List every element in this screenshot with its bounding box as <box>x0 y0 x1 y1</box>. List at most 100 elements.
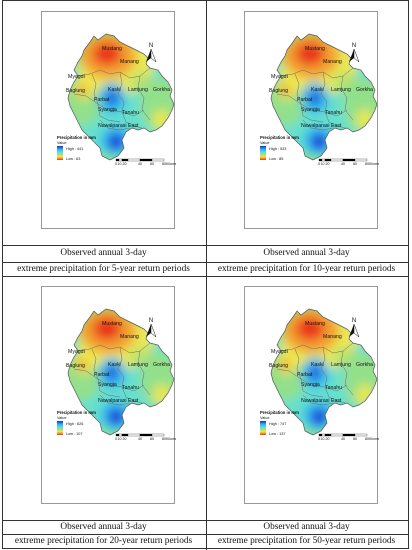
map-panel-5-year: Mustang Manang Myagdi Baglung Kaski Lamjung Go… <box>3 1 204 244</box>
scale-tick-label: 0 <box>115 162 117 166</box>
district-boundary <box>324 111 346 129</box>
district-label: Baglung <box>66 363 85 369</box>
scale-tick-label: 40 <box>138 162 142 166</box>
north-label: N <box>149 43 153 49</box>
scale-unit-label: Kilometers <box>166 162 176 166</box>
north-label: N <box>352 43 356 49</box>
map-frame: Mustang Manang Myagdi Baglung Kaski Lamjung Go… <box>41 286 176 504</box>
map-frame: Mustang Manang Myagdi Baglung Kaski Lamjung Go… <box>244 286 379 504</box>
district-label: Nawalparasi East <box>301 123 342 129</box>
district-label: Kaski <box>311 362 324 368</box>
district-boundary <box>280 342 354 354</box>
scale-tick-label: 80 <box>162 437 166 441</box>
scale-tick-label: 10 20 <box>118 437 127 441</box>
district-label: Nawalparasi East <box>98 123 139 129</box>
scale-tick-label: 10 20 <box>321 162 330 166</box>
district-label: Tanahu <box>122 385 139 391</box>
caption-line1: Observed annual 3-day <box>60 248 147 258</box>
legend-low-value: Low : 63 <box>66 157 80 161</box>
scale-bar: 010 20 40 60 80Kilometers <box>318 158 379 166</box>
district-label: Tanahu <box>325 385 342 391</box>
scale-tick-label: 80 <box>365 437 369 441</box>
scale-tick-label: 10 20 <box>118 162 127 166</box>
precipitation-surface <box>68 309 174 435</box>
legend-subtitle: Value <box>57 416 66 420</box>
scale-tick-label: 40 <box>341 162 345 166</box>
scale-tick-label: 0 <box>318 437 320 441</box>
district-boundary <box>121 386 143 404</box>
north-label: N <box>149 318 153 324</box>
region-outline <box>270 308 378 436</box>
district-label: Gorkha <box>153 87 170 93</box>
district-boundary <box>137 350 151 396</box>
district-boundary <box>117 71 125 113</box>
legend-high-value: High : 533 <box>269 147 286 151</box>
district-boundary <box>294 348 302 380</box>
table-column-divider <box>206 1 207 550</box>
district-boundary <box>302 119 334 131</box>
legend-color-ramp <box>57 421 63 435</box>
district-label: Manang <box>120 334 139 340</box>
district-boundary <box>117 346 125 388</box>
district-boundary <box>97 378 121 398</box>
district-label: Lamjung <box>331 87 351 93</box>
district-label: Mustang <box>305 46 325 52</box>
legend-high-value: High : 747 <box>269 422 286 426</box>
district-label: Gorkha <box>356 87 373 93</box>
legend-color-ramp <box>57 146 63 160</box>
map-frame: Mustang Manang Myagdi Baglung Kaski Lamjung Go… <box>244 11 379 229</box>
north-arrow-icon: N <box>349 318 360 338</box>
caption-line2: extreme precipitation for 10-year return… <box>217 264 396 274</box>
region-outline <box>67 33 175 161</box>
district-label: Kaski <box>108 362 121 368</box>
scale-tick-label: 60 <box>353 437 357 441</box>
north-arrow-icon: N <box>146 43 157 63</box>
district-boundary <box>99 394 131 406</box>
caption-line1: Observed annual 3-day <box>263 248 350 258</box>
district-boundary <box>340 350 354 396</box>
district-label: Myagdi <box>68 349 85 355</box>
district-boundary <box>121 111 143 129</box>
district-boundary <box>300 103 324 123</box>
scale-tick-label: 0 <box>115 437 117 441</box>
district-label: Manang <box>323 334 342 340</box>
district-label: Myagdi <box>271 349 288 355</box>
scale-tick-label: 40 <box>341 437 345 441</box>
caption-line2: extreme precipitation for 5-year return … <box>17 264 190 274</box>
scale-bar: 010 20 40 60 80Kilometers <box>115 433 176 441</box>
district-boundary <box>91 348 99 380</box>
district-label: Parbat <box>94 97 110 103</box>
scale-unit-label: Kilometers <box>166 437 176 441</box>
district-boundary <box>280 67 354 79</box>
north-label: N <box>352 318 356 324</box>
district-label: Baglung <box>66 88 85 94</box>
scale-tick-label: 60 <box>150 162 154 166</box>
district-label: Syangja <box>98 382 117 388</box>
caption-line2: extreme precipitation for 20-year return… <box>14 536 193 546</box>
map-panel-10-year: Mustang Manang Myagdi Baglung Kaski Lamjung Go… <box>206 1 407 244</box>
map-panel-20-year: Mustang Manang Myagdi Baglung Kaski Lamjung Go… <box>3 276 204 519</box>
legend-title: Precipitation in mm <box>57 410 96 415</box>
precipitation-map: Mustang Manang Myagdi Baglung Kaski Lamjung Go… <box>57 33 176 166</box>
caption-line2: extreme precipitation for 50-year return… <box>217 536 396 546</box>
district-label: Lamjung <box>128 362 148 368</box>
district-boundary <box>294 73 302 105</box>
table-row-divider <box>3 534 408 535</box>
legend-title: Precipitation in mm <box>260 410 299 415</box>
region-outline <box>270 33 378 161</box>
district-label: Manang <box>120 59 139 65</box>
district-label: Parbat <box>297 372 313 378</box>
district-label: Kaski <box>108 87 121 93</box>
district-boundary <box>73 368 145 392</box>
district-label: Nawalparasi East <box>98 398 139 404</box>
scale-unit-label: Kilometers <box>369 162 379 166</box>
legend-subtitle: Value <box>57 141 66 145</box>
district-label: Parbat <box>94 372 110 378</box>
district-label: Manang <box>323 59 342 65</box>
scale-tick-label: 10 20 <box>321 437 330 441</box>
scale-bar: 010 20 40 60 80Kilometers <box>318 433 379 441</box>
scale-bar: 010 20 40 60 80Kilometers <box>115 158 176 166</box>
